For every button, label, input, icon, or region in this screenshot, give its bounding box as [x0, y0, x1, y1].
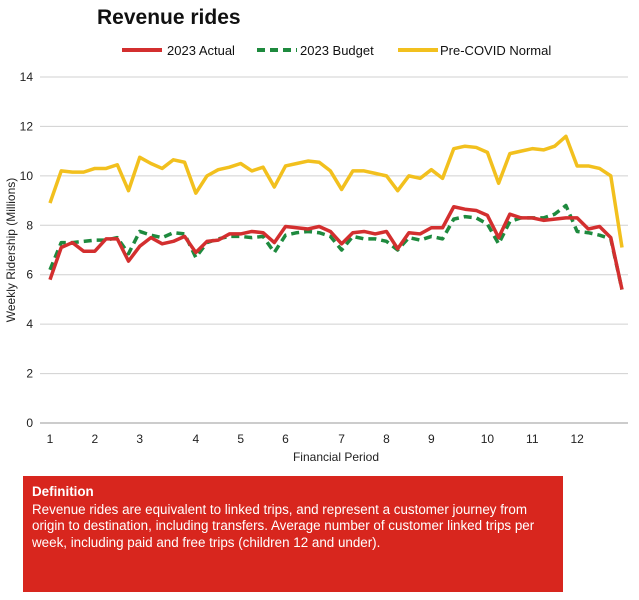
- chart-title: Revenue rides: [97, 6, 241, 29]
- x-tick-label: 9: [428, 432, 435, 446]
- definition-box: Definition Revenue rides are equivalent …: [23, 476, 563, 592]
- definition-text: Revenue rides are equivalent to linked t…: [32, 501, 535, 550]
- x-tick-label: 10: [481, 432, 495, 446]
- x-tick-label: 8: [383, 432, 390, 446]
- y-tick-label: 10: [20, 169, 34, 183]
- series-line-2023-actual: [48, 205, 624, 290]
- x-tick-label: 2: [92, 432, 99, 446]
- y-tick-label: 6: [26, 268, 33, 282]
- legend-label: 2023 Budget: [300, 43, 374, 58]
- legend-label: Pre-COVID Normal: [440, 43, 551, 58]
- x-tick-label: 7: [338, 432, 345, 446]
- y-axis-label: Weekly Ridership (Millions): [4, 178, 18, 322]
- x-tick-label: 1: [47, 432, 54, 446]
- x-tick-label: 4: [192, 432, 199, 446]
- y-tick-label: 8: [26, 218, 33, 232]
- x-tick-label: 5: [237, 432, 244, 446]
- series-line-pre-covid-normal: [48, 134, 624, 248]
- legend-label: 2023 Actual: [167, 43, 235, 58]
- series-line-2023-budget: [48, 203, 624, 290]
- y-tick-label: 2: [26, 367, 33, 381]
- y-tick-label: 14: [20, 70, 34, 84]
- y-tick-label: 12: [20, 119, 34, 133]
- x-axis-label: Financial Period: [293, 450, 379, 464]
- x-tick-label: 6: [282, 432, 289, 446]
- x-tick-label: 12: [570, 432, 584, 446]
- x-tick-label: 11: [526, 432, 539, 446]
- definition-heading: Definition: [32, 484, 94, 499]
- y-tick-label: 4: [26, 317, 33, 331]
- x-tick-label: 3: [136, 432, 143, 446]
- y-tick-label: 0: [26, 416, 33, 430]
